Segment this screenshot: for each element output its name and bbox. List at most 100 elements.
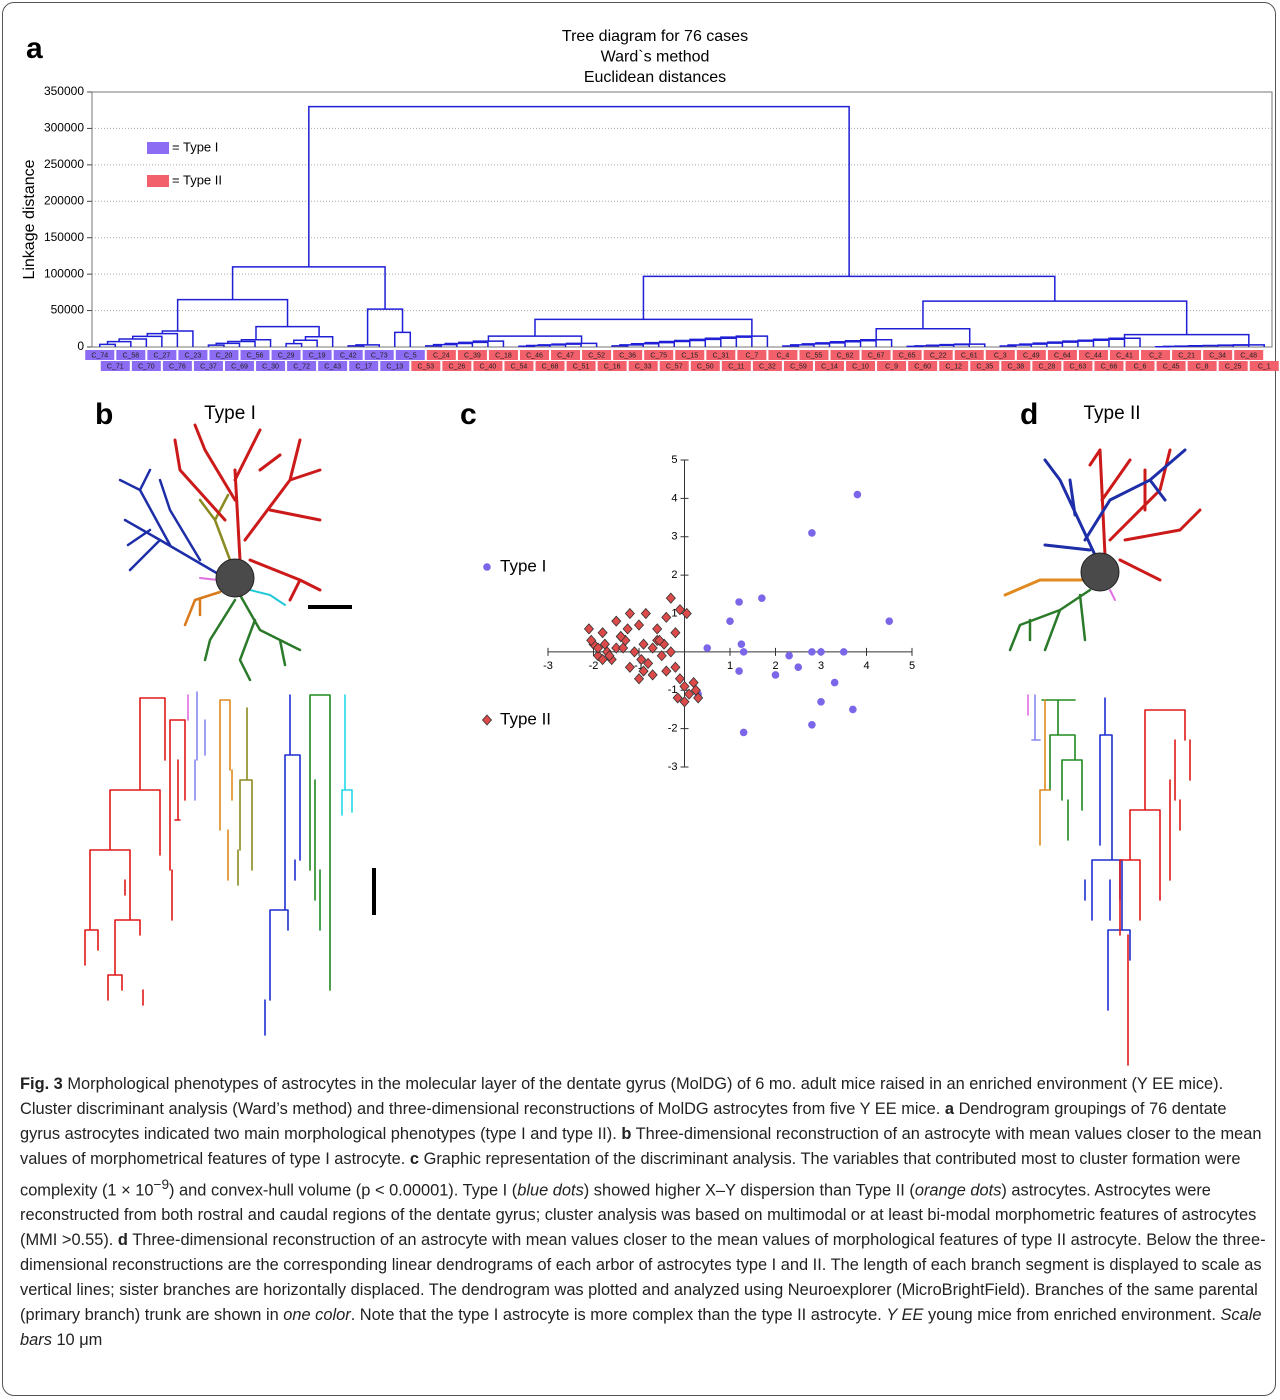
x-tick-label: 3: [818, 660, 824, 672]
leaf-label: C_51: [573, 363, 590, 370]
leaf-box: [442, 361, 472, 371]
leaf-label: C_75: [650, 352, 667, 359]
leaf-label: C_26: [449, 363, 466, 370]
leaf-box: [302, 350, 332, 360]
scatter-point: [661, 665, 672, 677]
scatter-point: [670, 627, 681, 639]
leaf-label: C_44: [1085, 352, 1102, 359]
leaf-box: [877, 361, 907, 371]
leaf-label: C_50: [697, 363, 714, 370]
leaf-label: C_39: [464, 352, 481, 359]
leaf-box: [520, 350, 549, 360]
dendrogram-link: [658, 340, 691, 347]
leaf-label: C_72: [293, 363, 310, 370]
panel-title: Type II: [1083, 403, 1140, 424]
y-tick-label: 50000: [51, 303, 85, 317]
astrocyte-type-i: [118, 423, 322, 682]
legend-label: Type II: [500, 709, 551, 728]
leaf-box: [628, 361, 658, 371]
dendrogram-link: [1217, 344, 1250, 347]
legend-swatch: [147, 175, 169, 187]
dendrogram-link: [534, 318, 753, 337]
scatter-point: [679, 696, 690, 708]
scatter-point: [629, 646, 640, 658]
leaf-box: [659, 361, 689, 371]
scatter-point: [735, 598, 743, 606]
chart-title: Ward`s method: [601, 49, 710, 66]
dendrogram-link: [458, 341, 489, 347]
leaf-box: [675, 350, 705, 360]
scatter-point: [615, 630, 626, 643]
leaf-label: C_60: [914, 363, 931, 370]
dendrogram-link: [1123, 333, 1250, 345]
dendrogram-link: [525, 344, 551, 347]
leaf-label: C_54: [511, 363, 528, 370]
leaf-label: C_37: [200, 363, 217, 370]
y-tick-label: 1: [671, 607, 677, 619]
scatter-point: [681, 607, 692, 620]
dendrogram-link: [518, 345, 536, 348]
leaf-box: [1141, 350, 1171, 360]
y-tick-label: 200000: [44, 193, 84, 207]
y-tick-label: -2: [668, 723, 678, 735]
dendrogram-link: [829, 341, 862, 347]
leaf-box: [644, 350, 674, 360]
leaf-label: C_59: [790, 363, 807, 370]
leaf-box: [954, 350, 984, 360]
panel-title: Type I: [204, 403, 256, 424]
dendrogram-link: [207, 344, 225, 347]
y-tick-label: -3: [668, 761, 678, 773]
caption-text: Dendrogram groupings of 76 dentate gyrus…: [20, 1100, 1227, 1143]
leaf-label: C_29: [278, 352, 295, 359]
leaf-box: [1110, 350, 1139, 360]
x-tick-label: -2: [589, 660, 599, 672]
leaf-box: [970, 361, 1000, 371]
dendrogram-link: [922, 300, 1188, 335]
leaf-label: C_69: [231, 363, 248, 370]
scatter-point: [885, 617, 894, 625]
caption-text: Three-dimensional reconstruction of an a…: [20, 1125, 1262, 1168]
scatter-point: [839, 648, 848, 656]
leaf-label: C_8: [1196, 363, 1209, 370]
scatter-point: [597, 627, 608, 639]
leaf-box: [1001, 361, 1031, 371]
scatter-point: [808, 529, 816, 537]
dendrogram-link: [1092, 338, 1126, 347]
leaf-label: C_70: [138, 363, 155, 370]
leaf-box: [100, 361, 130, 371]
leaf-label: C_57: [666, 363, 683, 370]
linear-dendrogram-type-i: [84, 691, 353, 1036]
scatter-point: [808, 648, 816, 656]
leaf-box: [939, 361, 969, 371]
leaf-label: C_40: [480, 363, 497, 370]
leaf-label: C_23: [185, 352, 202, 359]
scatter-point: [611, 642, 622, 654]
dendrogram-link: [487, 335, 583, 344]
leaf-box: [597, 361, 627, 371]
dendrogram-link: [132, 335, 163, 347]
leaf-box: [457, 350, 487, 360]
dendrogram-link: [394, 331, 412, 347]
caption-panel-ref: c: [409, 1150, 420, 1168]
x-tick-label: 4: [863, 660, 869, 672]
leaf-box: [1234, 350, 1264, 360]
leaf-label: C_7: [745, 352, 758, 359]
leaf-label: C_28: [1039, 363, 1056, 370]
y-tick-label: 4: [671, 492, 677, 504]
leaf-label: C_33: [635, 363, 652, 370]
leaf-box: [162, 361, 192, 371]
y-axis-label: Linkage distance: [21, 159, 38, 279]
dendrogram-link: [118, 338, 148, 347]
scatter-point: [665, 592, 676, 604]
plot-frame: [91, 91, 1273, 348]
dendrogram-link: [227, 340, 256, 347]
chart-title: Euclidean distances: [584, 69, 726, 86]
leaf-box: [1156, 361, 1186, 371]
leaf-box: [1249, 361, 1279, 371]
leaf-label: C_56: [247, 352, 264, 359]
leaf-label: C_68: [542, 363, 559, 370]
scatter-point: [593, 650, 604, 662]
dendrogram-link: [366, 308, 404, 345]
scatter-point: [643, 657, 654, 669]
